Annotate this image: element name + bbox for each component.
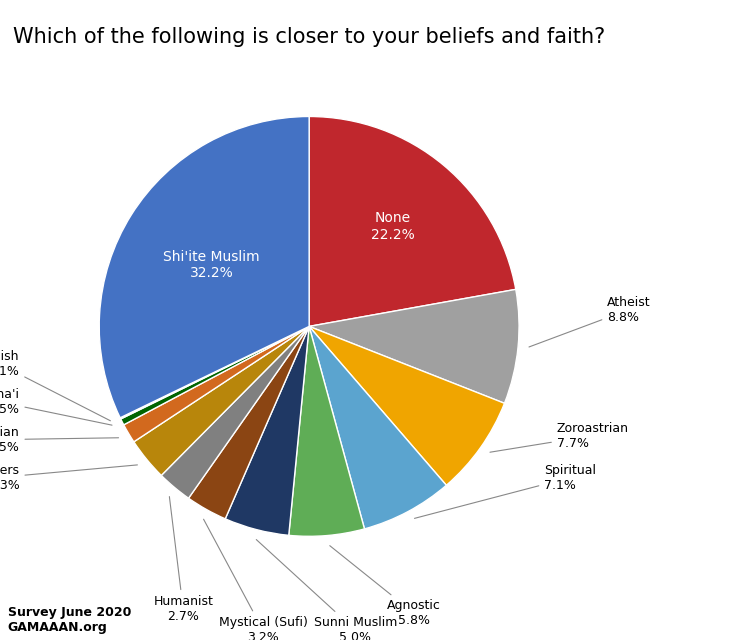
Text: Atheist
8.8%: Atheist 8.8% — [529, 296, 651, 347]
Text: None
22.2%: None 22.2% — [371, 211, 415, 242]
Wedge shape — [309, 116, 516, 326]
Wedge shape — [120, 326, 309, 419]
Wedge shape — [289, 326, 364, 536]
Text: Shi'ite Muslim
32.2%: Shi'ite Muslim 32.2% — [163, 250, 259, 280]
Wedge shape — [121, 326, 309, 425]
Wedge shape — [188, 326, 309, 519]
Text: Sunni Muslim
5.0%: Sunni Muslim 5.0% — [256, 540, 397, 640]
Text: Humanist
2.7%: Humanist 2.7% — [153, 497, 213, 623]
Wedge shape — [309, 326, 504, 485]
Text: Jewish
0.1%: Jewish 0.1% — [0, 350, 110, 420]
Text: Christian
1.5%: Christian 1.5% — [0, 426, 118, 454]
Wedge shape — [100, 116, 309, 418]
Wedge shape — [161, 326, 309, 498]
Text: Agnostic
5.8%: Agnostic 5.8% — [329, 546, 441, 627]
Text: Survey June 2020
GAMAAAN.org: Survey June 2020 GAMAAAN.org — [8, 605, 131, 634]
Title: Which of the following is closer to your beliefs and faith?: Which of the following is closer to your… — [13, 27, 605, 47]
Text: Mystical (Sufi)
3.2%: Mystical (Sufi) 3.2% — [204, 519, 308, 640]
Wedge shape — [124, 326, 309, 442]
Text: Spiritual
7.1%: Spiritual 7.1% — [415, 463, 596, 518]
Wedge shape — [309, 289, 519, 403]
Text: Zoroastrian
7.7%: Zoroastrian 7.7% — [490, 422, 629, 452]
Text: Baha'i
0.5%: Baha'i 0.5% — [0, 388, 112, 425]
Wedge shape — [309, 326, 446, 529]
Wedge shape — [225, 326, 309, 535]
Text: Others
3.3%: Others 3.3% — [0, 463, 137, 492]
Wedge shape — [133, 326, 309, 476]
